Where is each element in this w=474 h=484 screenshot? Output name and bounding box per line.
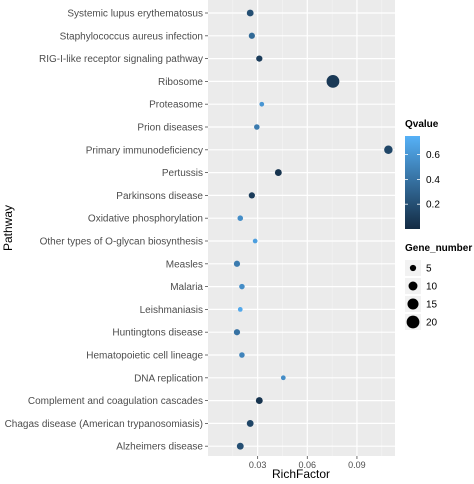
data-point bbox=[237, 215, 244, 221]
y-tick-label: Systemic lupus erythematosus bbox=[67, 9, 203, 20]
data-point bbox=[248, 192, 255, 199]
x-axis-label: RichFactor bbox=[272, 467, 330, 481]
data-point bbox=[233, 260, 241, 267]
data-point bbox=[233, 329, 241, 336]
x-tick-label: 0.09 bbox=[348, 460, 366, 470]
size-key-dot bbox=[406, 315, 420, 329]
y-tick-label: Staphylococcus aureus infection bbox=[60, 31, 203, 42]
colorbar-tick-label: 0.4 bbox=[426, 175, 440, 186]
y-tick-label: Ribosome bbox=[158, 77, 203, 88]
data-point bbox=[246, 9, 254, 17]
data-point bbox=[274, 169, 282, 177]
y-tick-label: Chagas disease (American trypanosomiasis… bbox=[5, 419, 203, 430]
qvalue-legend: Qvalue 0.2 0.4 0.6 bbox=[405, 119, 440, 229]
data-point bbox=[254, 124, 260, 130]
y-tick-label: Hematopoietic cell lineage bbox=[86, 351, 203, 362]
data-point bbox=[239, 283, 245, 290]
data-points bbox=[233, 9, 393, 450]
plot-panel bbox=[208, 0, 395, 456]
data-point bbox=[252, 238, 258, 244]
data-point bbox=[246, 419, 254, 427]
gene-number-items: 5 10 15 20 bbox=[405, 260, 438, 330]
y-tick-label: RIG-I-like receptor signaling pathway bbox=[39, 54, 203, 65]
y-tick-label: Pertussis bbox=[162, 168, 203, 179]
size-key-label: 10 bbox=[426, 282, 438, 293]
y-tick-label: Measles bbox=[166, 259, 203, 270]
colorbar-tick-label: 0.6 bbox=[426, 150, 440, 161]
y-tick-label: Malaria bbox=[170, 282, 203, 293]
y-tick-labels: Systemic lupus erythematosus Staphylococc… bbox=[5, 9, 204, 453]
size-key-dot bbox=[407, 298, 419, 310]
x-tick-label: 0.06 bbox=[299, 460, 317, 470]
size-key-dot bbox=[409, 264, 417, 272]
y-tick-label: Alzheimers disease bbox=[116, 442, 203, 453]
qvalue-ticks: 0.2 0.4 0.6 bbox=[405, 150, 440, 211]
data-point bbox=[280, 375, 286, 381]
x-ticks: 0.03 0.06 0.09 bbox=[249, 456, 366, 470]
data-point bbox=[236, 442, 244, 450]
y-tick-label: DNA replication bbox=[134, 373, 203, 384]
size-key-label: 15 bbox=[426, 300, 438, 311]
y-tick-label: Oxidative phosphorylation bbox=[88, 214, 203, 225]
qvalue-colorbar bbox=[405, 136, 420, 229]
y-tick-label: Prion diseases bbox=[137, 123, 203, 134]
gene-number-legend: Gene_number 5 10 15 20 bbox=[405, 243, 472, 330]
y-tick-label: Other types of O-glycan biosynthesis bbox=[40, 237, 203, 248]
y-tick-label: Proteasome bbox=[149, 100, 203, 111]
size-key-dot bbox=[408, 281, 418, 291]
colorbar-tick-label: 0.2 bbox=[426, 200, 440, 211]
qvalue-legend-title: Qvalue bbox=[405, 119, 439, 130]
size-key-label: 20 bbox=[426, 318, 438, 329]
y-tick-label: Complement and coagulation cascades bbox=[28, 396, 203, 407]
y-axis-label: Pathway bbox=[1, 205, 15, 251]
data-point bbox=[259, 101, 265, 107]
y-tick-label: Huntingtons disease bbox=[112, 328, 203, 339]
x-tick-label: 0.03 bbox=[249, 460, 267, 470]
size-key-label: 5 bbox=[426, 264, 432, 275]
data-point bbox=[237, 307, 243, 312]
y-tick-marks bbox=[205, 12, 208, 447]
data-point bbox=[239, 352, 245, 358]
data-point bbox=[326, 75, 340, 88]
data-point bbox=[384, 145, 393, 155]
y-tick-label: Parkinsons disease bbox=[116, 191, 203, 202]
data-point bbox=[255, 397, 263, 405]
y-tick-label: Leishmaniasis bbox=[140, 305, 203, 316]
y-tick-label: Primary immunodeficiency bbox=[86, 145, 203, 156]
data-point bbox=[256, 55, 263, 62]
grid-lines bbox=[208, 0, 395, 456]
gene-number-legend-title: Gene_number bbox=[405, 243, 472, 254]
data-point bbox=[248, 32, 255, 39]
